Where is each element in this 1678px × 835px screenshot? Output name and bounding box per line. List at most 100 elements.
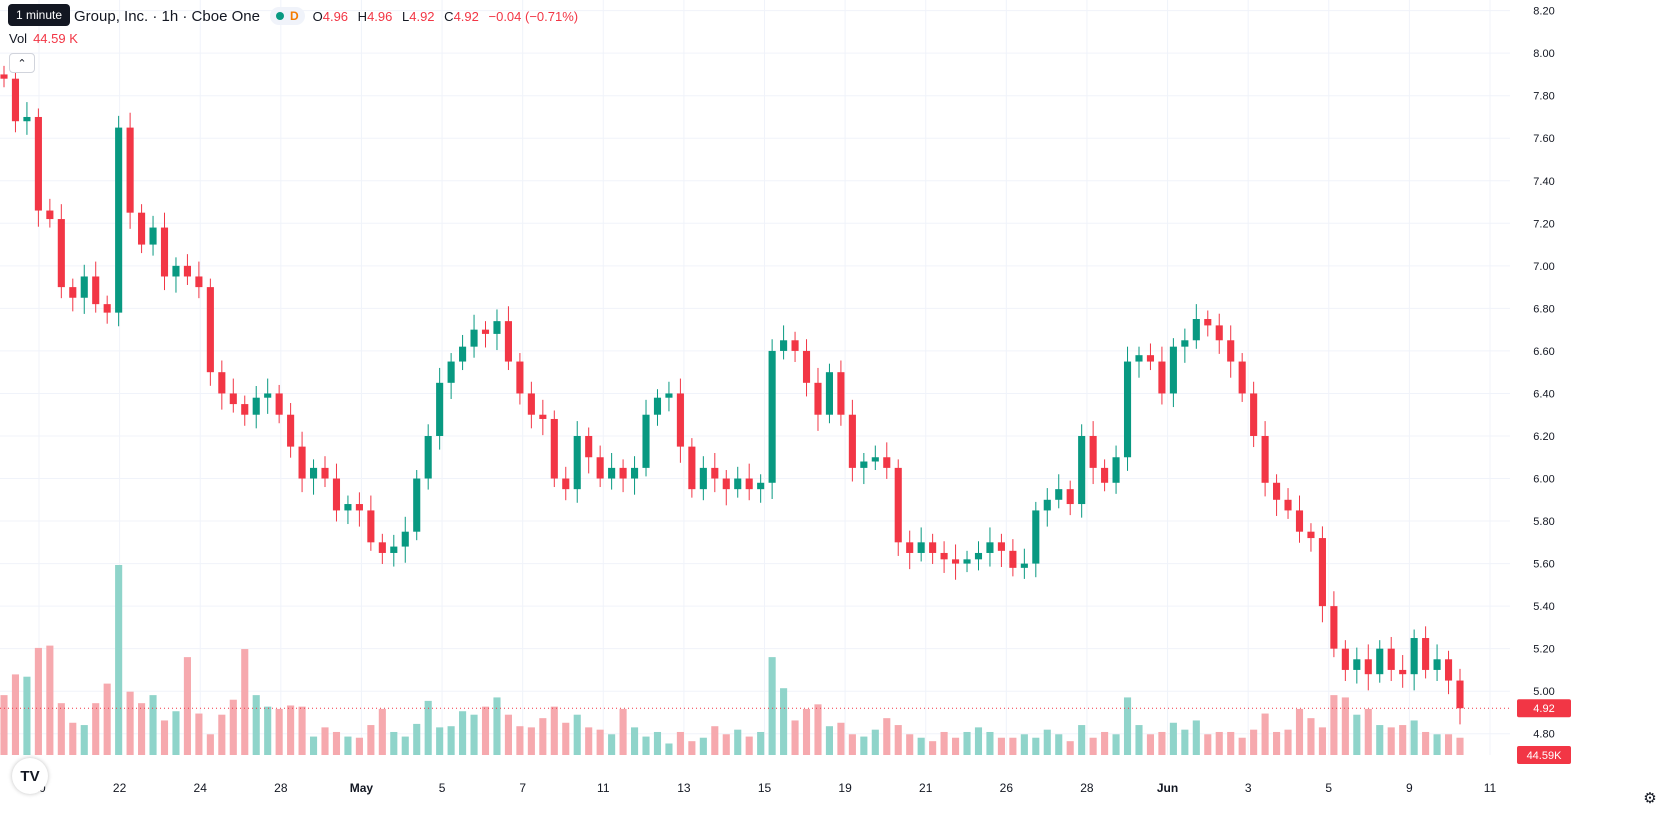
price-tick-label: 5.40 (1533, 601, 1554, 613)
candle-body (1273, 482, 1281, 500)
candle-body (1181, 340, 1189, 347)
volume-bar (69, 722, 77, 755)
price-tick-label: 5.20 (1533, 644, 1554, 656)
candle-body (929, 542, 937, 553)
volume-bar (252, 695, 260, 755)
time-tick-label: 9 (1406, 781, 1413, 795)
symbol-title[interactable]: Group, Inc. · 1h · Cboe One (74, 7, 260, 25)
candle-body (481, 329, 490, 334)
volume-bar (126, 691, 134, 755)
volume-bar (711, 726, 719, 755)
time-tick-label: 15 (758, 781, 772, 795)
volume-bar (241, 649, 249, 755)
volume-bar (115, 565, 123, 755)
candle-body (894, 467, 902, 543)
settings-button[interactable]: ⚙ (1638, 786, 1662, 810)
price-tick-label: 7.60 (1533, 133, 1554, 145)
volume-bar (1123, 697, 1132, 755)
volume-bar (1387, 727, 1395, 755)
candle-body (883, 457, 891, 468)
volume-bar (23, 676, 31, 755)
high-value: 4.96 (367, 8, 393, 24)
candle-body (459, 346, 467, 362)
volume-bar (46, 645, 54, 755)
candle-body (1284, 499, 1292, 511)
open-label: O (312, 8, 323, 24)
volume-bar (539, 718, 547, 755)
volume-bar (390, 731, 398, 755)
tradingview-logo[interactable]: TV (12, 758, 48, 794)
volume-bar (894, 725, 902, 755)
volume-bar (1192, 720, 1200, 755)
candle-body (1444, 659, 1453, 681)
candle-body (1089, 435, 1097, 468)
time-tick-label: 7 (519, 781, 526, 795)
volume-bar (1364, 708, 1372, 755)
candle-body (562, 478, 570, 490)
close-value: 4.92 (453, 8, 479, 24)
volume-bar (1043, 729, 1051, 755)
volume-bar (780, 688, 788, 755)
candle-body (1250, 393, 1258, 436)
candle-body (952, 559, 960, 564)
price-axis: 8.20 8.00 7.80 7.60 7.40 7.20 7.00 6.80 6.60 6.40… (1517, 6, 1571, 764)
candle-body (871, 457, 879, 462)
volume-bar (1112, 734, 1120, 755)
candle-body (997, 542, 1005, 551)
candle-body (986, 542, 994, 553)
candle-body (1078, 435, 1086, 505)
collapse-legend-button[interactable]: ⌃ (9, 53, 35, 73)
low-label: L (402, 8, 410, 24)
volume-bar (699, 737, 707, 755)
candle-body (1433, 659, 1441, 670)
legend-header: Group, Inc. · 1h · Cboe One D O4.96 H4.9… (8, 6, 584, 26)
candle-body (23, 116, 31, 122)
volume-bar (768, 657, 776, 755)
candle-body (1204, 319, 1212, 326)
volume-bar (1444, 734, 1453, 755)
volume-bar (1410, 720, 1418, 755)
volume-bar (160, 720, 169, 755)
candle-body (825, 372, 834, 415)
candle-body (1112, 457, 1120, 483)
candle-body (126, 127, 134, 213)
candle-body (115, 127, 123, 313)
volume-bar (1353, 714, 1361, 755)
volume-bar (608, 734, 616, 755)
candle-body (183, 265, 191, 277)
candle-body (1020, 563, 1028, 568)
candle-body (1341, 648, 1349, 670)
volume-bar (1284, 729, 1292, 755)
last-volume-badge (1517, 746, 1571, 764)
market-status[interactable]: D (269, 7, 305, 25)
candle-body (46, 210, 54, 220)
candle-body (218, 372, 226, 394)
volume-bar (1330, 695, 1338, 755)
candle-body (1295, 510, 1304, 532)
low-value: 4.92 (409, 8, 435, 24)
price-tick-label: 6.00 (1533, 474, 1554, 486)
volume-bar (0, 695, 8, 755)
volume-bar (573, 714, 581, 755)
candle-body (275, 393, 283, 415)
candlesticks (0, 65, 1464, 725)
volume-bar (722, 734, 730, 755)
candle-body (665, 393, 673, 398)
price-tick-label: 7.00 (1533, 261, 1554, 273)
volume-bar (378, 708, 386, 755)
change-value: −0.04 (−0.71%) (488, 8, 579, 24)
time-tick-label: 11 (1484, 781, 1497, 795)
volume-bar (1307, 718, 1315, 755)
candle-body (424, 435, 432, 479)
price-tick-label: 5.80 (1533, 516, 1554, 528)
volume-bar (848, 734, 856, 755)
price-tick-label: 5.00 (1533, 686, 1554, 698)
price-tick-label: 6.20 (1533, 431, 1554, 443)
candle-body (355, 504, 363, 511)
volume-bar (57, 703, 65, 755)
candle-body (642, 414, 650, 468)
candle-body (138, 212, 146, 245)
volume-bar (963, 731, 971, 755)
time-tick-label: 26 (1000, 781, 1014, 795)
